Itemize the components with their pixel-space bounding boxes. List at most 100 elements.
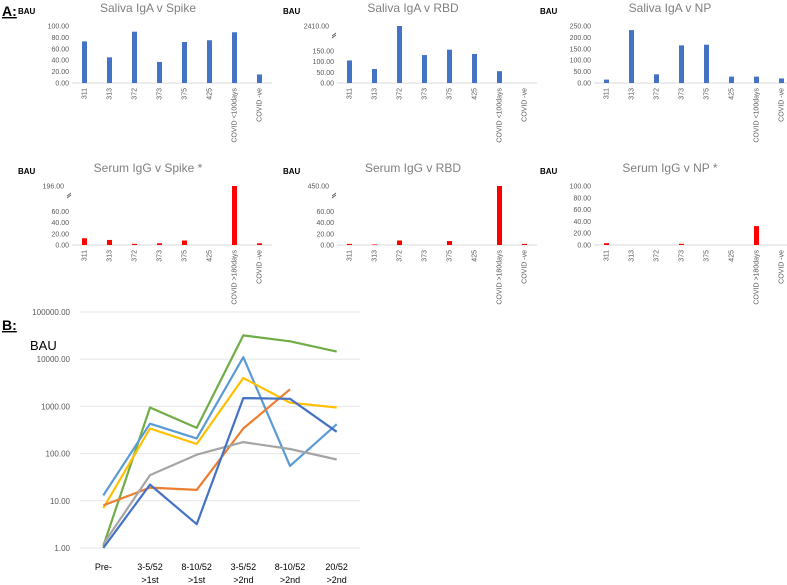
x-tick-label: 375 bbox=[704, 250, 711, 262]
y-tick-label: 0.00 bbox=[320, 243, 334, 250]
x-tick-label: 313 bbox=[372, 88, 379, 100]
x-tick-label: 375 bbox=[182, 88, 189, 100]
x-tick-label: >2nd bbox=[233, 575, 253, 585]
y-tick-label: 100.00 bbox=[48, 24, 70, 31]
y-tick-label: 0.00 bbox=[55, 243, 69, 250]
x-tick-label: 372 bbox=[397, 250, 404, 262]
y-unit-label: BAU bbox=[283, 7, 301, 16]
y-tick-label: 20.00 bbox=[51, 231, 69, 238]
bar bbox=[754, 76, 759, 83]
x-tick-label: >1st bbox=[188, 575, 206, 585]
x-tick-label: 425 bbox=[729, 88, 736, 100]
x-tick-label: COVID <100days bbox=[754, 88, 761, 143]
y-tick-label: 100.00 bbox=[570, 58, 592, 65]
y-tick-label: 50.00 bbox=[316, 70, 334, 77]
bar bbox=[207, 40, 212, 83]
x-tick-label: 311 bbox=[82, 250, 89, 261]
y-tick-label: 20.00 bbox=[51, 69, 69, 76]
x-tick-label: 425 bbox=[472, 250, 479, 262]
bar-panels: Saliva IgA v Spike BAU 0.00 20.00 40.00 60.00… bbox=[18, 1, 787, 305]
bar-panel: Saliva IgA v Spike BAU 0.00 20.00 40.00 60.00… bbox=[18, 1, 272, 143]
bar bbox=[82, 41, 87, 83]
y-unit-label: BAU bbox=[540, 7, 558, 16]
x-tick-label: 373 bbox=[157, 88, 164, 100]
x-tick-label: 311 bbox=[347, 250, 354, 261]
y-break-label: 2410.00 bbox=[304, 24, 329, 31]
x-tick-label: 311 bbox=[82, 88, 89, 99]
chart-title: Saliva IgA v RBD bbox=[367, 1, 459, 15]
x-tick-label: 373 bbox=[422, 250, 429, 262]
y-tick-label: 100.00 bbox=[570, 184, 592, 191]
x-tick-label: 375 bbox=[182, 250, 189, 262]
y-tick-label: 50.00 bbox=[573, 69, 591, 76]
bar bbox=[347, 243, 352, 245]
bar bbox=[704, 44, 709, 83]
bar bbox=[779, 78, 784, 83]
bar bbox=[629, 30, 634, 83]
series-line-light-blue bbox=[102, 356, 338, 497]
axis-break-mark bbox=[331, 32, 337, 37]
y-break-label: 450.00 bbox=[308, 184, 330, 191]
y-unit-label: BAU bbox=[18, 167, 36, 176]
chart-title: Serum IgG v Spike * bbox=[94, 161, 203, 175]
x-tick-label: 425 bbox=[207, 250, 214, 262]
x-tick-label: 375 bbox=[447, 250, 454, 262]
y-tick-label: 80.00 bbox=[573, 195, 591, 202]
y-tick-label: 150.00 bbox=[313, 48, 335, 55]
x-tick-label: 425 bbox=[729, 250, 736, 262]
x-tick-label: 372 bbox=[654, 88, 661, 100]
x-tick-label: 20/52 bbox=[325, 562, 348, 572]
bar bbox=[107, 239, 112, 245]
y-tick-label: 0.00 bbox=[320, 81, 334, 88]
y-tick-label: 60.00 bbox=[51, 209, 69, 216]
section-label-b: B: bbox=[2, 317, 17, 333]
bar bbox=[107, 57, 112, 83]
series-line-gray bbox=[102, 441, 337, 545]
y-tick-label: 60.00 bbox=[316, 209, 334, 216]
bar-panel: Serum IgG v Spike * BAU 0.00 20.00 40.00 60.0… bbox=[18, 161, 272, 305]
x-tick-label: 375 bbox=[704, 88, 711, 100]
bar bbox=[604, 243, 609, 245]
x-tick-label: 8-10/52 bbox=[275, 562, 306, 572]
x-tick-label: 373 bbox=[679, 250, 686, 262]
y-tick-label: 40.00 bbox=[51, 220, 69, 227]
y-tick-label: 200.00 bbox=[570, 35, 592, 42]
bar bbox=[82, 238, 87, 245]
y-tick-label: 1.00 bbox=[54, 544, 70, 553]
bar bbox=[497, 186, 502, 245]
chart-title: Serum IgG v NP * bbox=[622, 161, 717, 175]
section-label-a: A: bbox=[2, 3, 17, 19]
x-tick-label: 373 bbox=[422, 88, 429, 100]
y-unit-label: BAU bbox=[30, 338, 57, 353]
bar bbox=[754, 226, 759, 245]
x-tick-label: COVID <100days bbox=[497, 88, 504, 143]
bar bbox=[497, 71, 502, 83]
axis-break-mark bbox=[331, 192, 337, 197]
bar bbox=[472, 53, 477, 83]
bar bbox=[132, 243, 137, 245]
bar bbox=[157, 61, 162, 83]
bar bbox=[679, 243, 684, 245]
y-tick-label: 20.00 bbox=[573, 231, 591, 238]
y-tick-label: 0.00 bbox=[55, 81, 69, 88]
bar bbox=[347, 60, 352, 83]
x-tick-label: 3-5/52 bbox=[137, 562, 163, 572]
bar bbox=[257, 74, 262, 83]
y-tick-label: 80.00 bbox=[51, 35, 69, 42]
axis-break-mark bbox=[331, 194, 337, 199]
x-tick-label: 313 bbox=[629, 88, 636, 100]
y-tick-label: 0.00 bbox=[577, 243, 591, 250]
x-tick-label: >1st bbox=[141, 575, 159, 585]
axis-break-mark bbox=[66, 194, 72, 199]
series-line-orange bbox=[102, 388, 291, 507]
chart-title: Saliva IgA v Spike bbox=[100, 1, 196, 15]
bar bbox=[157, 243, 162, 245]
y-tick-label: 10000.00 bbox=[37, 355, 71, 364]
x-tick-label: 375 bbox=[447, 88, 454, 100]
x-tick-label: 311 bbox=[347, 88, 354, 99]
y-unit-label: BAU bbox=[18, 7, 36, 16]
bar bbox=[447, 241, 452, 245]
x-tick-label: COVID >180days bbox=[232, 250, 239, 305]
x-tick-label: COVID -ve bbox=[522, 88, 529, 122]
